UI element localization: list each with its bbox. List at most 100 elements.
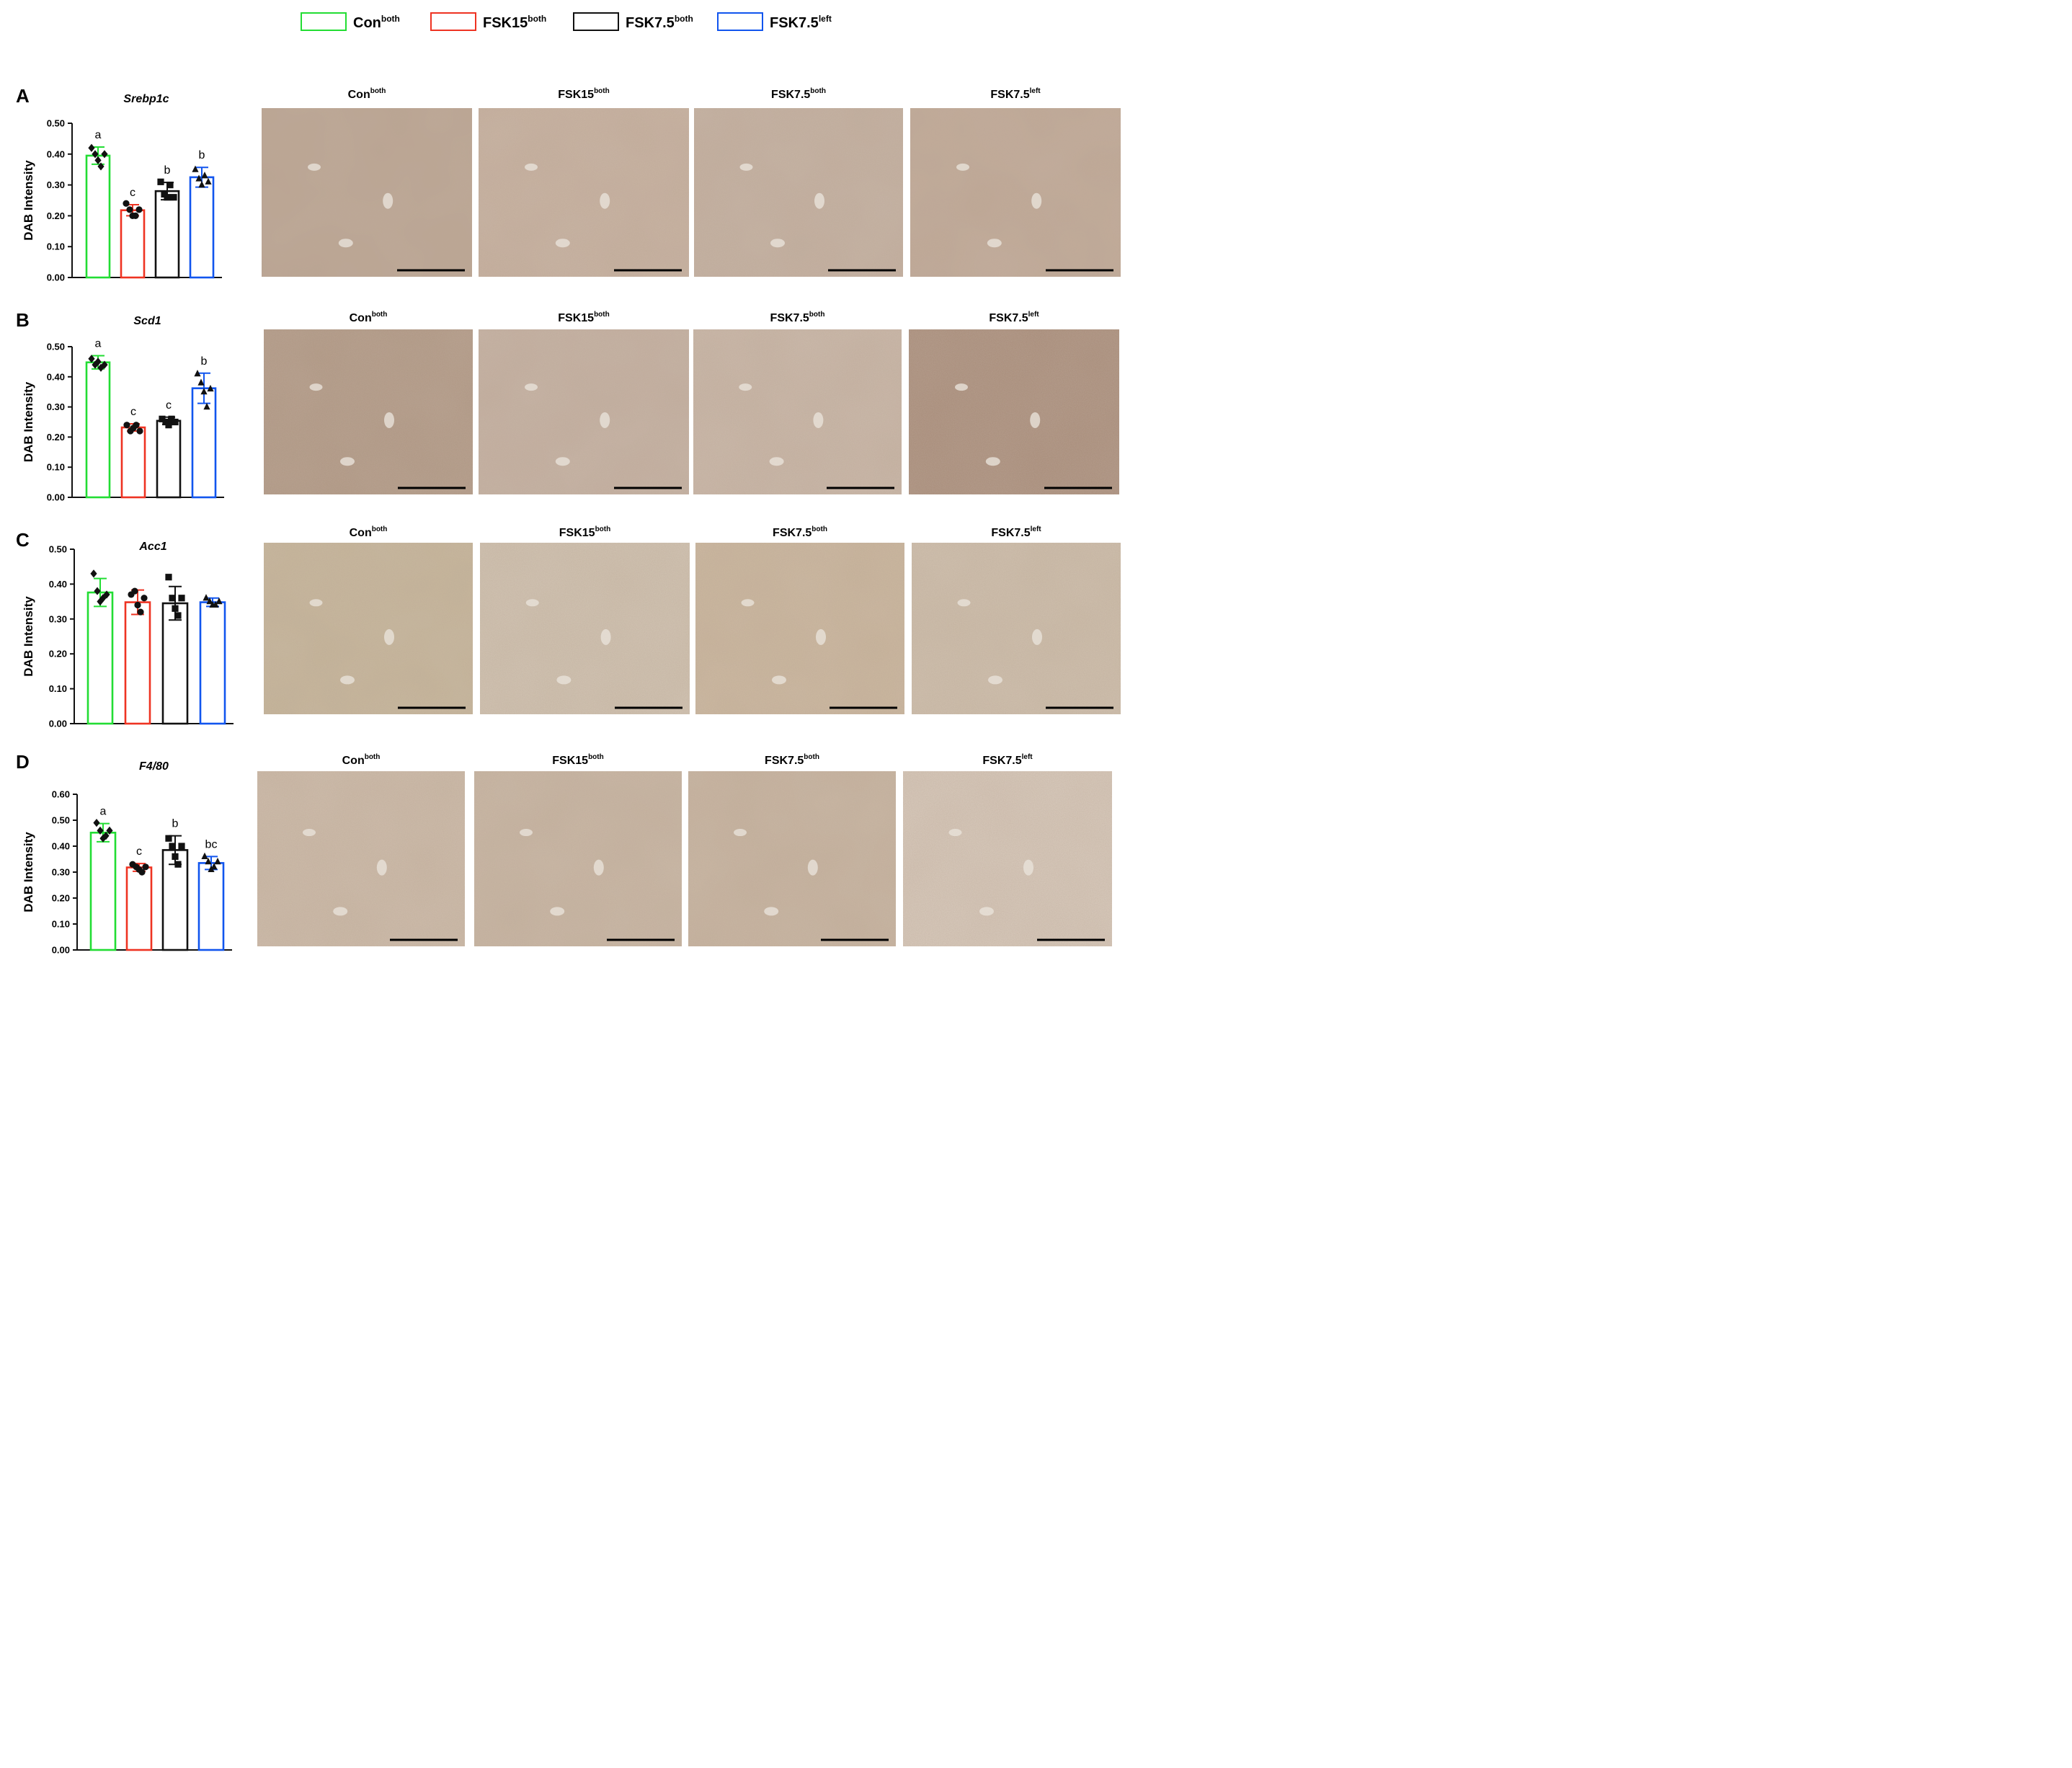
data-point xyxy=(169,843,176,850)
legend-label: FSK7.5both xyxy=(626,14,693,31)
data-point xyxy=(123,422,130,429)
micrograph-title: Conboth xyxy=(342,753,381,767)
vessel-lumen xyxy=(764,907,779,916)
legend-label: FSK15both xyxy=(483,14,546,31)
panel-c: C Acc1 DAB Intensity 0.00 0.10 0.20 0.30 0.40 0.… xyxy=(16,525,1121,729)
data-point xyxy=(172,605,179,612)
vessel-lumen xyxy=(520,829,533,837)
micrograph: FSK15both xyxy=(480,525,690,714)
y-tick-label: 0.50 xyxy=(47,118,65,129)
y-tick-label: 0.50 xyxy=(47,342,65,352)
y-tick-label: 0.30 xyxy=(52,867,70,878)
micrograph-title-base: FSK7.5 xyxy=(770,312,809,324)
vessel-lumen xyxy=(309,383,323,391)
significance-label: b xyxy=(164,164,171,177)
vessel-lumen xyxy=(333,907,348,916)
data-point xyxy=(164,194,171,201)
vessel-lumen xyxy=(814,192,824,209)
tissue-image xyxy=(910,108,1121,277)
data-point xyxy=(97,162,105,171)
data-point xyxy=(101,150,108,159)
y-axis-label: DAB Intensity xyxy=(22,596,35,677)
data-point xyxy=(215,598,223,605)
bar-chart: Scd1 DAB Intensity 0.00 0.10 0.20 0.30 0.40 0.5… xyxy=(22,315,224,503)
y-tick-label: 0.30 xyxy=(47,401,65,412)
vessel-lumen xyxy=(1023,859,1033,876)
panel-letter: C xyxy=(16,529,30,551)
bar xyxy=(189,176,215,279)
legend-label: Conboth xyxy=(353,14,400,31)
data-point xyxy=(174,612,182,619)
data-point xyxy=(97,826,104,835)
tissue-image xyxy=(903,771,1112,946)
data-point xyxy=(210,863,218,870)
data-point xyxy=(201,172,208,179)
tissue-image xyxy=(688,771,896,946)
data-point xyxy=(195,174,203,182)
micrograph: FSK7.5left xyxy=(912,525,1121,714)
y-tick-label: 0.40 xyxy=(52,841,70,852)
bar xyxy=(161,602,189,725)
micrograph-title: FSK7.5both xyxy=(770,311,825,324)
vessel-lumen xyxy=(807,859,818,876)
micrograph-title-sup: both xyxy=(588,753,604,761)
y-tick-label: 0.20 xyxy=(52,893,70,904)
micrograph-title: FSK15both xyxy=(559,525,610,539)
y-tick-label: 0.20 xyxy=(49,649,67,659)
micrograph-row: Conboth FSK15both FSK7.5both FSK7.5left xyxy=(262,87,1121,277)
vessel-lumen xyxy=(741,599,755,607)
bar-group: a xyxy=(89,806,117,951)
y-tick-label: 0.50 xyxy=(52,815,70,826)
vessel-lumen xyxy=(555,457,570,466)
bar-group: bc xyxy=(197,838,225,951)
bar-group xyxy=(124,587,151,725)
micrograph-title-base: FSK15 xyxy=(552,755,588,767)
micrograph-title: FSK15both xyxy=(558,87,609,101)
data-point xyxy=(106,826,113,835)
legend-entry: FSK7.5left xyxy=(717,12,832,31)
data-point xyxy=(165,422,172,429)
data-point xyxy=(192,165,199,172)
tissue-image xyxy=(695,543,904,714)
legend-entry: Conboth xyxy=(301,12,400,31)
y-tick-label: 0.20 xyxy=(47,432,65,443)
micrograph-title: Conboth xyxy=(350,311,388,324)
significance-label: c xyxy=(130,406,136,418)
micrograph: Conboth xyxy=(262,87,472,277)
bar xyxy=(125,866,153,951)
data-point xyxy=(172,418,179,426)
y-tick-label: 0.00 xyxy=(52,945,70,956)
bar xyxy=(197,862,225,951)
tissue-image xyxy=(480,543,690,714)
data-point xyxy=(178,595,185,602)
y-axis-label: DAB Intensity xyxy=(22,832,35,912)
y-axis-label: DAB Intensity xyxy=(22,381,35,462)
significance-label: b xyxy=(199,149,205,161)
micrograph-title-base: FSK15 xyxy=(558,312,594,324)
micrograph-title-base: FSK7.5 xyxy=(771,89,810,101)
y-tick-label: 0.40 xyxy=(47,371,65,382)
micrograph-title-sup: left xyxy=(1030,87,1041,95)
bar-chart: F4/80 DAB Intensity 0.00 0.10 0.20 0.30 0.40 0.… xyxy=(22,760,232,956)
y-tick-label: 0.20 xyxy=(47,210,65,221)
bar-group: c xyxy=(120,406,146,499)
micrograph-title: FSK7.5left xyxy=(989,311,1039,324)
micrograph-title-sup: both xyxy=(804,753,819,761)
y-tick-label: 0.10 xyxy=(47,462,65,473)
micrograph-title-base: FSK7.5 xyxy=(991,527,1030,539)
micrograph: Conboth xyxy=(264,525,473,714)
bar xyxy=(191,387,217,499)
vessel-lumen xyxy=(739,163,753,171)
vessel-lumen xyxy=(600,628,611,645)
micrograph-title-sup: both xyxy=(365,753,381,761)
legend-label-base: Con xyxy=(353,15,381,31)
micrograph-title-sup: both xyxy=(809,311,825,319)
y-tick-label: 0.30 xyxy=(49,613,67,624)
significance-label: a xyxy=(95,338,102,350)
micrograph: FSK7.5both xyxy=(694,87,903,277)
vessel-lumen xyxy=(772,675,786,685)
vessel-lumen xyxy=(338,239,353,248)
y-tick-label: 0.40 xyxy=(47,148,65,159)
bar-group: c xyxy=(125,845,153,951)
micrograph-title-base: FSK7.5 xyxy=(990,89,1029,101)
